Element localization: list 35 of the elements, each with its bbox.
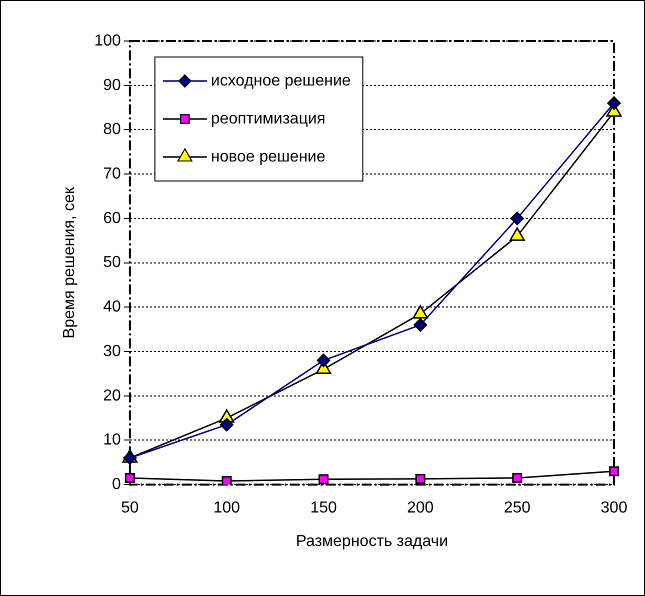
y-tick-label: 30: [103, 342, 121, 360]
point: [609, 466, 619, 476]
legend-label: новое решение: [210, 148, 326, 166]
point: [316, 354, 330, 368]
y-tick-label: 10: [103, 432, 121, 449]
y-tick-label: 70: [103, 165, 121, 182]
y-tick-label: 20: [103, 387, 121, 404]
x-tick-label: 250: [504, 500, 531, 517]
y-tick-label: 0: [112, 476, 121, 494]
x-tick-label: 150: [310, 500, 337, 517]
y-tick-label: 100: [94, 32, 121, 50]
y-tick-label: 60: [103, 210, 121, 227]
point: [318, 474, 329, 484]
x-tick-label: 300: [600, 500, 628, 517]
point: [415, 474, 426, 484]
point: [414, 318, 428, 332]
legend-label: реоптимизация: [210, 110, 326, 128]
y-tick-label: 40: [103, 298, 121, 316]
x-tick-label: 100: [213, 500, 240, 517]
point: [512, 472, 522, 483]
point: [510, 212, 524, 226]
point: [124, 472, 135, 483]
y-tick-label: 90: [103, 76, 121, 94]
y-axis-title: Время решения, сек: [61, 186, 78, 338]
point: [510, 227, 525, 241]
x-axis-title: Размерность задачи: [296, 532, 448, 550]
point: [412, 305, 428, 319]
y-tick-label: 80: [103, 121, 121, 138]
point: [222, 476, 232, 485]
y-tick-label: 50: [103, 254, 121, 272]
point: [220, 418, 234, 432]
x-tick-label: 50: [120, 500, 139, 517]
point: [607, 96, 621, 110]
legend-label: исходное решение: [210, 72, 351, 90]
x-tick-label: 200: [407, 500, 434, 517]
